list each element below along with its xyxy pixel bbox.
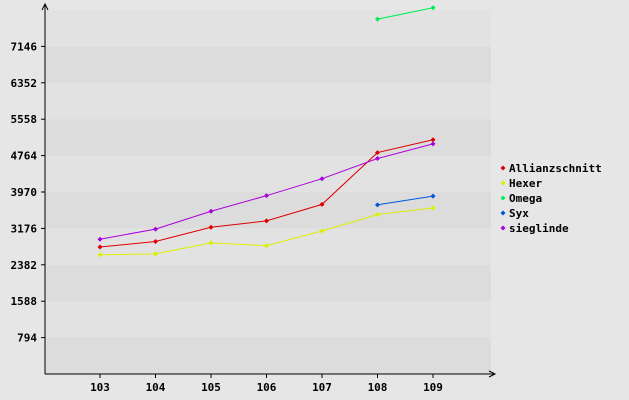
x-axis-arrow bbox=[488, 370, 497, 378]
data-point bbox=[430, 141, 436, 147]
legend-item: Syx bbox=[500, 207, 529, 220]
data-point bbox=[153, 239, 158, 245]
grid-band bbox=[45, 301, 491, 338]
legend: Allianzschnitt Hexer Omega Syx sieglinde bbox=[500, 162, 602, 235]
y-tick-label: 3176 bbox=[11, 222, 38, 235]
legend-marker bbox=[500, 225, 506, 231]
x-tick-label: 106 bbox=[257, 381, 277, 394]
legend-marker bbox=[500, 165, 506, 171]
data-point bbox=[97, 252, 103, 258]
data-point bbox=[208, 224, 214, 230]
series-sieglinde bbox=[97, 141, 436, 242]
data-point bbox=[264, 193, 269, 199]
x-tick-label: 107 bbox=[312, 381, 332, 394]
series-line bbox=[377, 7, 434, 20]
data-point bbox=[153, 226, 158, 232]
data-point bbox=[264, 218, 269, 224]
x-tick-label: 103 bbox=[90, 381, 110, 394]
series-hexer bbox=[97, 205, 436, 258]
y-tick-label: 794 bbox=[17, 332, 37, 345]
data-point bbox=[375, 202, 380, 208]
grid-band bbox=[45, 337, 491, 374]
data-point bbox=[375, 211, 380, 217]
y-tick-label: 3970 bbox=[11, 186, 38, 199]
legend-label: Allianzschnitt bbox=[509, 162, 602, 175]
data-point bbox=[375, 16, 380, 22]
legend-label: sieglinde bbox=[509, 222, 569, 235]
x-axis-ticks: 103 104 105 106 107 108 109 bbox=[90, 374, 443, 394]
legend-marker bbox=[500, 180, 506, 186]
data-point bbox=[430, 137, 436, 143]
data-point bbox=[319, 176, 325, 182]
legend-item: Omega bbox=[500, 192, 542, 205]
x-tick-label: 108 bbox=[368, 381, 388, 394]
x-tick-label: 104 bbox=[146, 381, 166, 394]
y-tick-label: 2382 bbox=[11, 259, 38, 272]
y-tick-label: 1588 bbox=[11, 295, 38, 308]
legend-item: sieglinde bbox=[500, 222, 569, 235]
series-line bbox=[377, 195, 434, 206]
y-tick-label: 5558 bbox=[11, 113, 38, 126]
data-point bbox=[430, 5, 436, 11]
data-point bbox=[153, 251, 158, 257]
data-point bbox=[208, 240, 214, 246]
legend-marker bbox=[500, 210, 506, 216]
series-syx bbox=[375, 193, 436, 208]
data-point bbox=[375, 150, 380, 156]
data-point bbox=[264, 243, 269, 249]
data-point bbox=[97, 236, 103, 242]
legend-item: Allianzschnitt bbox=[500, 162, 602, 175]
grid-band bbox=[45, 46, 491, 83]
legend-item: Hexer bbox=[500, 177, 542, 190]
y-tick-label: 4764 bbox=[11, 150, 38, 163]
grid-band bbox=[45, 82, 491, 120]
legend-label: Omega bbox=[509, 192, 542, 205]
data-point bbox=[319, 201, 325, 207]
data-point bbox=[208, 208, 214, 214]
grid-band bbox=[45, 264, 491, 302]
grid-band bbox=[45, 119, 491, 156]
legend-label: Syx bbox=[509, 207, 529, 220]
y-axis-arrow bbox=[41, 2, 49, 11]
grid-band bbox=[45, 155, 491, 192]
data-point bbox=[375, 156, 380, 162]
legend-label: Hexer bbox=[509, 177, 542, 190]
series-lines bbox=[97, 5, 436, 258]
data-point bbox=[97, 244, 103, 250]
x-tick-label: 109 bbox=[423, 381, 443, 394]
grid-bands bbox=[45, 10, 491, 374]
y-tick-label: 6352 bbox=[11, 77, 38, 90]
chart-axes bbox=[41, 2, 497, 378]
series-omega bbox=[375, 5, 436, 22]
y-axis-ticks: 794 1588 2382 3176 3970 4764 5558 6352 7146 bbox=[11, 40, 45, 345]
series-allianzschnitt bbox=[97, 137, 436, 250]
data-point bbox=[319, 228, 325, 234]
data-point bbox=[430, 193, 436, 199]
legend-marker bbox=[500, 195, 506, 201]
y-tick-label: 7146 bbox=[11, 40, 38, 53]
data-point bbox=[430, 205, 436, 211]
x-tick-label: 105 bbox=[201, 381, 221, 394]
grid-band bbox=[45, 10, 491, 47]
